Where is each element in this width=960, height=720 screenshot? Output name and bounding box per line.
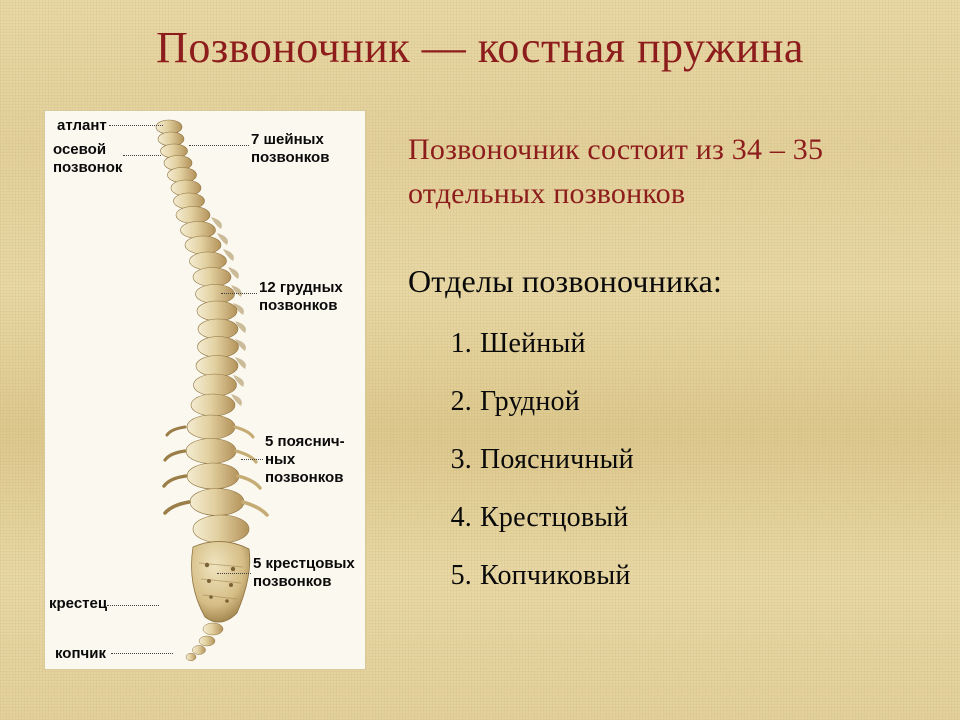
diagram-label: 7 шейных позвонков [251,131,329,167]
diagram-label: атлант [57,117,107,135]
diagram-label: 5 пояснич- ных позвонков [265,433,345,487]
callout-line [107,605,159,606]
list-item: Поясничный [480,444,920,476]
content: Позвоночник — костная пружина [0,0,960,720]
diagram-label: осевой позвонок [53,141,122,177]
text-column: Позвоночник состоит из 34 – 35 отдельных… [408,128,920,618]
list-item: Шейный [480,328,920,360]
callout-line [123,155,161,156]
sections-heading: Отделы позвоночника: [408,263,920,300]
diagram-label: крестец [49,595,107,613]
page-title: Позвоночник — костная пружина [0,22,960,73]
callout-line [217,573,251,574]
callout-line [111,653,173,654]
list-item: Грудной [480,386,920,418]
callout-line [189,145,249,146]
diagram-label: 5 крестцовых позвонков [253,555,355,591]
lumbar-region [164,415,267,543]
spine-diagram: атлант осевой позвонок крестец копчик 7 шейн… [44,110,366,670]
coccyx-region [186,623,223,661]
intro-text: Позвоночник состоит из 34 – 35 отдельных… [408,128,920,215]
thoracic-region [176,207,239,417]
callout-line [241,459,263,460]
callout-line [221,293,257,294]
diagram-label: 12 грудных позвонков [259,279,343,315]
diagram-label: копчик [55,645,106,663]
list-item: Крестцовый [480,502,920,534]
sacrum-region [192,541,250,622]
callout-line [109,125,163,126]
sections-list: Шейный Грудной Поясничный Крестцовый Коп… [408,328,920,592]
cervical-region [156,120,205,209]
list-item: Копчиковый [480,560,920,592]
